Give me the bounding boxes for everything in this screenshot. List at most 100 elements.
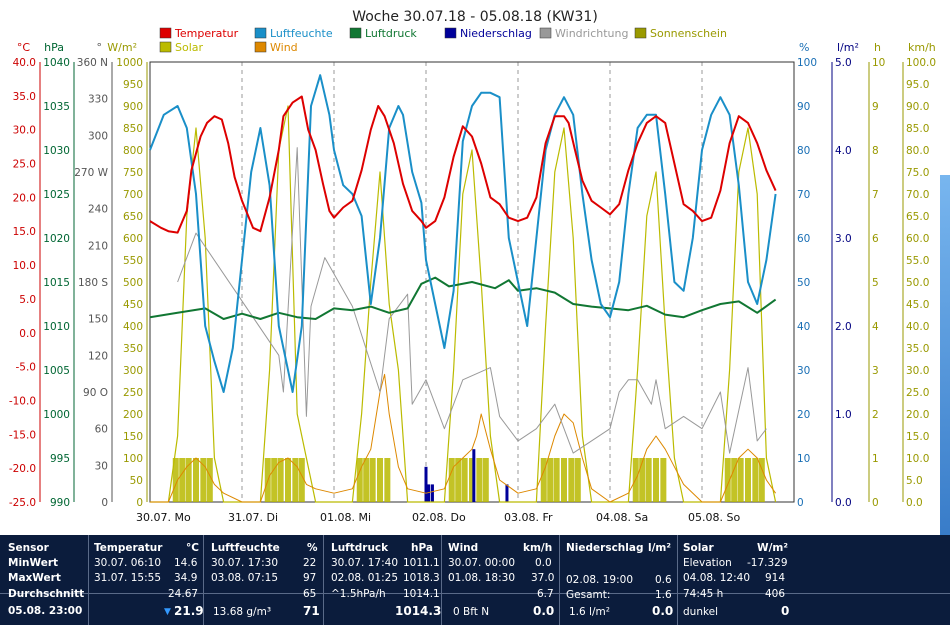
right-axis-tick: 10: [797, 453, 810, 465]
legend-label: Temperatur: [174, 27, 239, 40]
left-axis-tick: 90 O: [83, 387, 108, 399]
luftdruck-max-time: 02.08. 01:25: [331, 572, 398, 584]
left-axis-tick: 270 W: [74, 167, 108, 179]
left-axis-tick: 450: [123, 299, 143, 311]
luftdruck-current: 1014.3: [395, 604, 442, 618]
sunshine-bar: [200, 458, 207, 502]
left-axis-tick: 1015: [43, 277, 70, 289]
series-line-luftdruck: [149, 276, 777, 320]
right-axis-tick: 20: [797, 409, 810, 421]
right-axis-tick: 100.0: [906, 57, 936, 69]
luftfeuchte-max-value: 97: [303, 572, 317, 584]
right-axis-tick: 55.0: [906, 255, 929, 267]
wind-max-value: 37.0: [531, 572, 555, 584]
luftfeuchte-current: 71: [303, 604, 320, 618]
sunshine-bar: [356, 458, 363, 502]
left-axis-tick: 300: [123, 365, 143, 377]
right-axis-tick: 25.0: [906, 387, 929, 399]
niederschlag-max-time: 02.08. 19:00: [566, 574, 633, 586]
right-axis-unit: h: [874, 41, 881, 54]
sensor-header: Sensor: [8, 542, 49, 554]
x-tick-label: 05.08. So: [688, 511, 740, 524]
left-axis-tick: 5.0: [19, 294, 36, 306]
left-axis-tick: 150: [123, 431, 143, 443]
sunshine-bar: [369, 458, 376, 502]
solar-column: Solar W/m² Elevation -17.329 04.08. 12:4…: [677, 535, 797, 625]
right-axis-tick: 90.0: [906, 101, 929, 113]
left-axis-tick: 500: [123, 277, 143, 289]
sunshine-hours: 74:45 h: [683, 588, 724, 600]
left-axis-tick: 330: [88, 94, 108, 106]
right-axis-tick: 0.0: [835, 497, 852, 509]
left-axis-tick: 1000: [43, 409, 70, 421]
sunshine-bar: [653, 458, 659, 502]
right-axis-tick: 30.0: [906, 365, 929, 377]
niederschlag-title: Niederschlag: [566, 542, 644, 554]
left-axis-tick: 10.0: [13, 260, 36, 272]
left-axis-tick: -25.0: [9, 497, 36, 509]
sunshine-bar: [724, 458, 731, 502]
sunshine-bar: [185, 458, 192, 502]
niederschlag-current: 0.0: [652, 604, 674, 618]
left-axis-tick: 20.0: [13, 192, 36, 204]
sunshine-bar: [660, 458, 667, 502]
right-axis-tick: 70.0: [906, 189, 929, 201]
left-axis-tick: 360 N: [77, 57, 108, 69]
right-axis-tick: 3: [872, 365, 879, 377]
sunshine-bar: [292, 458, 299, 502]
left-axis-tick: -10.0: [9, 395, 36, 407]
left-axis-tick: 1040: [43, 57, 70, 69]
sunshine-bar: [277, 458, 284, 502]
legend-label: Luftfeuchte: [270, 27, 333, 40]
sunshine-bar: [476, 458, 483, 502]
right-axis-unit: %: [799, 41, 809, 54]
x-tick-label: 04.08. Sa: [596, 511, 648, 524]
sunshine-bar: [540, 458, 547, 502]
niederschlag-total-label: Gesamt:: [566, 589, 611, 601]
solar-title: Solar: [683, 542, 714, 554]
left-axis-tick: 150: [88, 314, 108, 326]
right-axis-tick: 0.0: [906, 497, 923, 509]
chart-title: Woche 30.07.18 - 05.08.18 (KW31): [352, 9, 598, 25]
left-axis-tick: -5.0: [16, 362, 37, 374]
legend-label: Niederschlag: [460, 27, 532, 40]
x-axis-labels: 30.07. Mo 31.07. Di 01.08. Mi 02.08. Do 03.0…: [136, 511, 740, 524]
left-axis-tick: 40.0: [13, 57, 36, 69]
x-tick-label: 31.07. Di: [228, 511, 278, 524]
niederschlag-total-value: 1.6: [655, 589, 672, 601]
right-axis-tick: 40.0: [906, 321, 929, 333]
right-axis-tick: 35.0: [906, 343, 929, 355]
left-axis-tick: 800: [123, 145, 143, 157]
right-axis-tick: 8: [872, 145, 879, 157]
left-axis-tick: 35.0: [13, 91, 36, 103]
luftdruck-min-value: 1011.1: [403, 557, 440, 569]
sunshine-bar: [737, 458, 744, 502]
series-line-temperatur: [149, 95, 777, 234]
right-axis-tick: 10: [872, 57, 885, 69]
left-axis-tick: 700: [123, 189, 143, 201]
legend-label: Windrichtung: [555, 27, 628, 40]
left-axis-tick: 30.0: [13, 125, 36, 137]
max-label: MaxWert: [8, 572, 61, 584]
right-axis-tick: 65.0: [906, 211, 929, 223]
left-axis-tick: 1030: [43, 145, 70, 157]
left-axis-tick: 250: [123, 387, 143, 399]
left-axis-tick: 1035: [43, 101, 70, 113]
right-axis-tick: 15.0: [906, 431, 929, 443]
weather-chart: Woche 30.07.18 - 05.08.18 (KW31) Tempera…: [9, 9, 936, 524]
temperatur-unit: °C: [186, 542, 199, 554]
luftdruck-tendency-value: 1014.1: [403, 588, 440, 600]
series-line-windrichtung: [177, 147, 767, 454]
niederschlag-max-value: 0.6: [655, 574, 672, 586]
solar-dark: dunkel: [683, 606, 719, 618]
left-axis-tick: -20.0: [9, 463, 36, 475]
left-axis-tick: 950: [123, 79, 143, 91]
right-axis-tick: 45.0: [906, 299, 929, 311]
wind-avg: 6.7: [537, 588, 554, 600]
luftdruck-unit: hPa: [411, 542, 433, 554]
sunshine-bar: [561, 458, 567, 502]
legend-label: Solar: [175, 41, 204, 54]
left-axis-tick: 1010: [43, 321, 70, 333]
wind-min-time: 30.07. 00:00: [448, 557, 515, 569]
left-axis-tick: 200: [123, 409, 143, 421]
